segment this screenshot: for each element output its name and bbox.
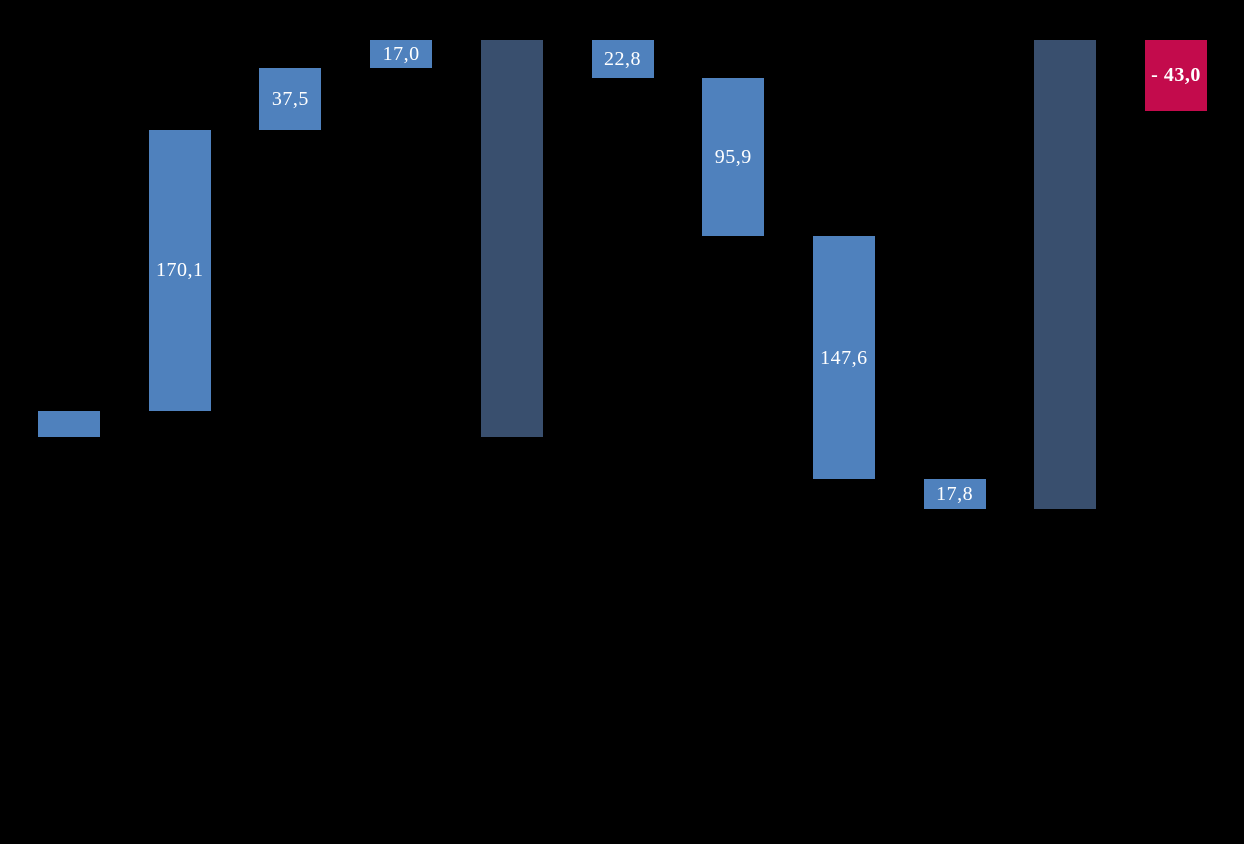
bar-value-label: 170,1 [155,259,204,282]
bar-segment-7: 95,9 [702,77,765,236]
bar-segment-8: 147,6 [812,235,875,480]
bar-segment-2: 170,1 [148,129,211,411]
bar-segment-6: 22,8 [591,40,654,78]
bar-value-label: 17,8 [936,483,974,506]
bar-value-label: - 43,0 [1151,64,1201,87]
bar-segment-5 [480,40,543,437]
bar-segment-1 [38,410,100,437]
bar-segment-11: - 43,0 [1145,40,1207,111]
bar-segment-9: 17,8 [923,479,986,509]
bar-value-label: 147,6 [820,346,868,369]
bar-value-label: 17,0 [382,43,420,66]
bar-value-label: 22,8 [604,47,641,70]
bar-segment-10 [1034,40,1097,509]
bar-segment-4: 17,0 [370,40,433,69]
bar-value-label: 37,5 [271,87,309,110]
bar-segment-3: 37,5 [259,68,322,130]
bar-value-label: 95,9 [714,145,752,168]
